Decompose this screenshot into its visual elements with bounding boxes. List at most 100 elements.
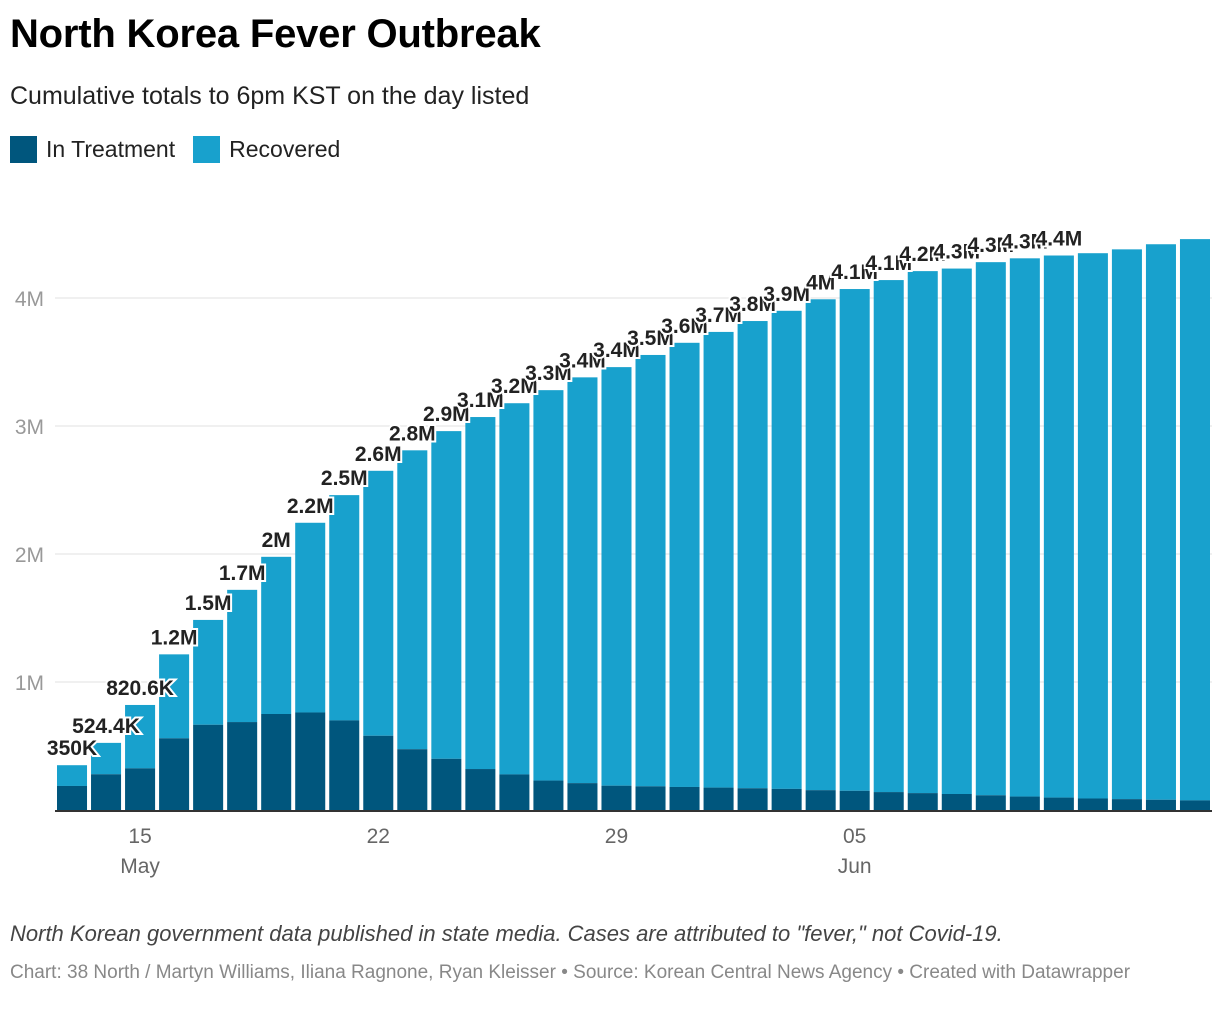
bar-recovered <box>669 342 700 787</box>
bar-in-treatment <box>227 722 258 810</box>
data-label-total: 350K <box>47 737 97 760</box>
legend-swatch-in-treatment <box>10 136 37 163</box>
legend-label-in-treatment: In Treatment <box>46 136 176 162</box>
bar-recovered <box>397 450 428 750</box>
data-label-total: 2.5M <box>321 467 368 490</box>
data-label-total: 2.8M <box>389 422 436 445</box>
bar-in-treatment <box>1077 798 1108 810</box>
bar-in-treatment <box>295 712 326 810</box>
bar-recovered <box>601 367 632 786</box>
bar-recovered <box>295 522 326 713</box>
bar-recovered <box>907 271 938 794</box>
bar-in-treatment <box>737 788 768 810</box>
bar-in-treatment <box>91 774 122 810</box>
bar-in-treatment <box>57 785 88 810</box>
bar-in-treatment <box>567 783 598 810</box>
bar-in-treatment <box>805 790 836 810</box>
bar-in-treatment <box>941 794 972 810</box>
data-label-total: 1.5M <box>185 592 232 615</box>
bar-recovered <box>941 268 972 794</box>
bar-recovered <box>771 310 802 789</box>
data-label-total: 3.4M <box>593 339 640 362</box>
bar-in-treatment <box>159 738 190 810</box>
data-label-total: 4.2M <box>899 243 946 266</box>
bar-recovered <box>839 289 870 791</box>
data-label-total: 3.1M <box>457 389 504 412</box>
bar-recovered <box>873 280 904 793</box>
chart-credit: Chart: 38 North / Martyn Williams, Ilian… <box>10 962 1131 983</box>
bar-recovered <box>533 390 564 781</box>
data-label-total: 3.2M <box>491 375 538 398</box>
bar-in-treatment <box>1145 799 1176 810</box>
bar-recovered <box>975 262 1006 796</box>
bar-in-treatment <box>397 749 428 810</box>
data-label-total: 2M <box>262 529 291 552</box>
bar-in-treatment <box>363 735 394 810</box>
x-tick-label: 15 <box>128 825 151 848</box>
legend-swatch-recovered <box>193 136 221 163</box>
chart-subtitle: Cumulative totals to 6pm KST on the day … <box>10 82 530 110</box>
bar-in-treatment <box>193 724 224 810</box>
bar-in-treatment <box>1111 799 1142 810</box>
legend-label-recovered: Recovered <box>229 136 341 162</box>
bar-recovered <box>1009 258 1040 797</box>
bar-in-treatment <box>771 788 802 810</box>
bar-recovered <box>1145 244 1176 800</box>
data-label-total: 820.6K <box>106 677 174 700</box>
bar-recovered <box>805 299 836 791</box>
bar-in-treatment <box>533 780 564 810</box>
data-label-total: 2.6M <box>355 443 402 466</box>
bar-recovered <box>431 431 462 759</box>
data-label-total: 3.6M <box>661 315 708 338</box>
y-tick-label: 2M <box>15 544 44 567</box>
data-label-total: 4.1M <box>865 252 912 275</box>
bar-recovered <box>57 765 88 786</box>
data-label-total: 2.9M <box>423 403 470 426</box>
legend-item-recovered: Recovered <box>193 136 340 163</box>
bar-recovered <box>635 354 666 787</box>
y-tick-label: 3M <box>15 416 44 439</box>
chart-title: North Korea Fever Outbreak <box>10 12 541 56</box>
x-tick-label: 29 <box>605 825 628 848</box>
data-label-total: 3.8M <box>729 293 776 316</box>
bar-in-treatment <box>839 790 870 810</box>
bar-in-treatment <box>499 774 530 810</box>
data-label-total: 524.4K <box>72 715 140 738</box>
bar-in-treatment <box>125 768 156 810</box>
bar-recovered <box>1111 249 1142 800</box>
bar-recovered <box>567 377 598 784</box>
bar-recovered <box>499 403 530 775</box>
bar-recovered <box>703 331 734 788</box>
data-label-total: 3.7M <box>695 304 742 327</box>
data-label-total: 4.3M <box>933 241 980 264</box>
bar-recovered <box>91 742 122 775</box>
bar-in-treatment <box>669 786 700 810</box>
chart-note: North Korean government data published i… <box>10 921 1003 946</box>
data-label-total: 3.3M <box>525 362 572 385</box>
data-label-total: 4.3M <box>1001 230 1048 253</box>
y-tick-label: 1M <box>15 672 44 695</box>
data-label-total: 1.7M <box>219 562 266 585</box>
bar-recovered <box>1077 253 1108 799</box>
bar-recovered <box>159 654 190 739</box>
bar-in-treatment <box>907 793 938 810</box>
data-label-total: 1.2M <box>151 626 198 649</box>
bar-in-treatment <box>431 758 462 810</box>
legend-item-in-treatment: In Treatment <box>10 136 175 163</box>
bar-in-treatment <box>261 714 292 810</box>
x-tick-month-label: May <box>120 855 160 878</box>
data-label-total: 3.9M <box>763 283 810 306</box>
bar-in-treatment <box>703 787 734 810</box>
data-label-total: 4.4M <box>1036 228 1083 251</box>
bar-recovered <box>465 417 496 770</box>
bar-recovered <box>227 589 258 723</box>
bar-in-treatment <box>975 795 1006 810</box>
bar-recovered <box>1179 239 1210 801</box>
bar-recovered <box>329 495 360 721</box>
bar-recovered <box>125 704 156 769</box>
bar-recovered <box>1043 255 1074 798</box>
bar-in-treatment <box>329 720 360 810</box>
bar-in-treatment <box>1043 797 1074 810</box>
data-label-total: 3.4M <box>559 349 606 372</box>
data-label-total: 4.3M <box>967 234 1014 257</box>
